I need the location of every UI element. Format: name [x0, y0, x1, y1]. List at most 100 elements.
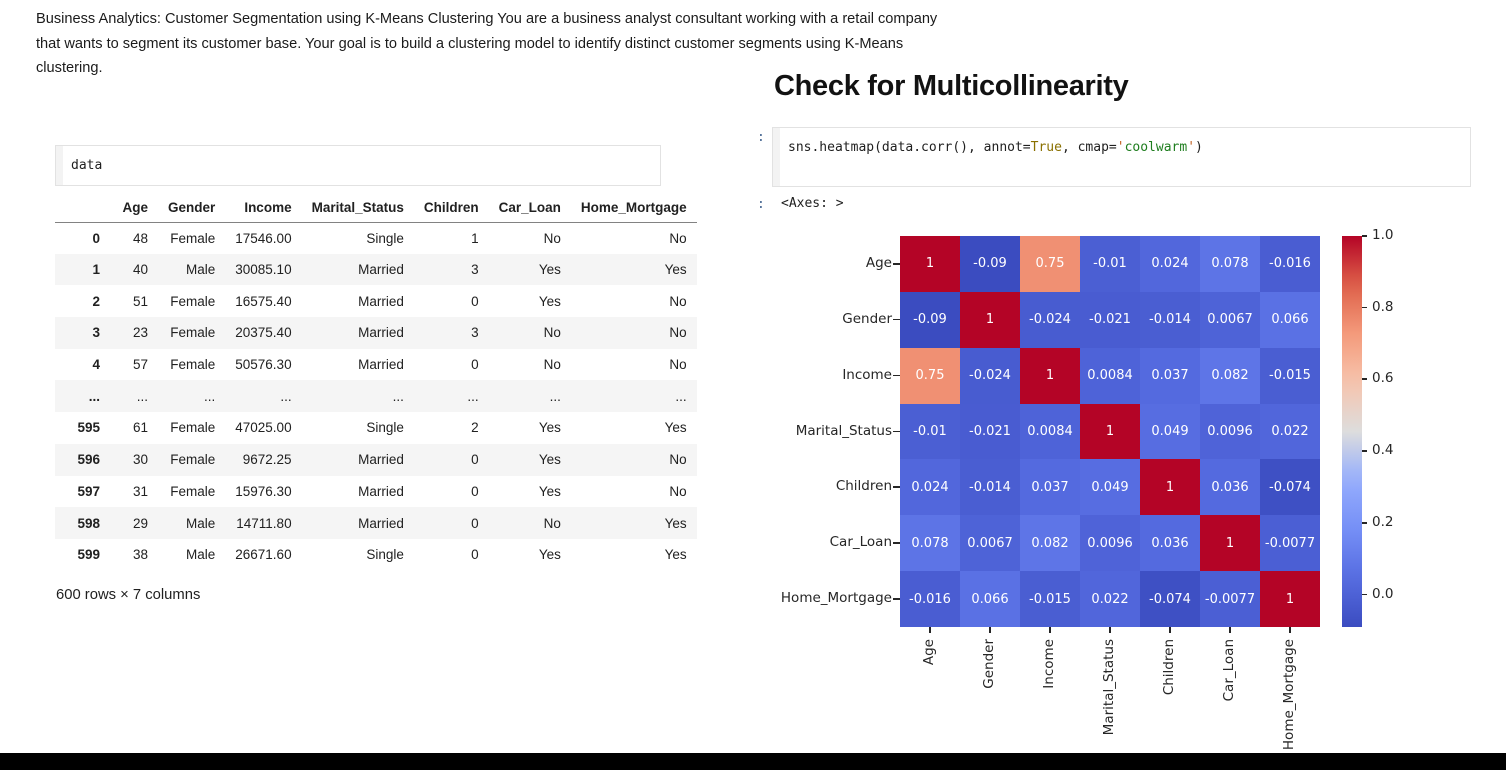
table-cell: Male	[186, 547, 216, 563]
table-cell: Married	[358, 515, 404, 531]
heatmap-cell: -0.0077	[1200, 571, 1260, 627]
y-tick-mark	[893, 318, 900, 321]
table-cell: 3	[471, 262, 479, 278]
table-row: 598 29 Male 14711.80 Married 0 No Yes	[55, 507, 697, 539]
code-cell-heatmap[interactable]: sns.heatmap(data.corr(), annot=True, cma…	[772, 127, 1471, 187]
heatmap-cell: 0.049	[1080, 459, 1140, 516]
table-cell: Yes	[538, 452, 561, 468]
table-cell: 16575.40	[235, 293, 292, 309]
table-cell: 0	[471, 452, 479, 468]
y-axis-label: Age	[865, 254, 892, 271]
y-tick-mark	[893, 598, 900, 600]
row-index: 595	[77, 420, 100, 436]
x-axis-label: Marital_Status	[1101, 639, 1117, 736]
row-index: 597	[77, 483, 100, 499]
code-input-data[interactable]: data	[71, 158, 103, 173]
table-row: ........................	[55, 380, 697, 413]
table-cell: Female	[170, 325, 216, 341]
heatmap-cell: 0.75	[900, 347, 960, 404]
table-cell: 23	[132, 325, 148, 341]
code-cell-data[interactable]: data	[55, 145, 661, 186]
y-tick-mark	[893, 262, 900, 265]
heatmap-cell: -0.09	[960, 236, 1020, 292]
table-cell: Female	[170, 230, 216, 246]
colorbar-tick-label: 0.8	[1372, 298, 1394, 315]
table-cell: 20375.40	[235, 325, 292, 341]
table-cell: 57	[132, 357, 148, 373]
heatmap-cell: -0.01	[1080, 236, 1140, 292]
output-prompt: :	[757, 197, 765, 212]
heatmap-colorbar	[1342, 236, 1362, 627]
heatmap-cell: 0.024	[1140, 236, 1200, 292]
table-row: 599 38 Male 26671.60 Single 0 Yes Yes	[55, 539, 697, 571]
x-tick-mark	[1109, 627, 1111, 633]
table-cell: Yes	[664, 420, 687, 436]
heatmap-cell: 0.0096	[1080, 515, 1140, 572]
heatmap-cell: -0.014	[960, 459, 1020, 516]
heatmap-cell: 0.082	[1020, 515, 1080, 572]
table-cell: Yes	[538, 483, 561, 499]
row-index: 3	[92, 325, 100, 341]
y-axis-label: Car_Loan	[829, 534, 892, 551]
table-cell: 61	[132, 420, 148, 436]
row-index: 596	[77, 452, 100, 468]
table-cell: 0	[471, 547, 479, 563]
row-index: 4	[92, 357, 100, 373]
x-axis-label: Income	[1041, 639, 1057, 689]
table-cell: 15976.30	[235, 483, 292, 499]
table-cell: 48	[132, 230, 148, 246]
y-tick-mark	[893, 430, 900, 433]
table-cell: Yes	[664, 262, 687, 278]
heatmap-cell: 1	[1140, 459, 1200, 516]
table-cell: No	[543, 515, 561, 531]
table-cell: ...	[280, 388, 292, 404]
heatmap-cell: 0.036	[1140, 515, 1200, 572]
column-header: Car_Loan	[488, 194, 571, 223]
table-row: 1 40 Male 30085.10 Married 3 Yes Yes	[55, 253, 697, 286]
table-cell: Married	[358, 483, 404, 499]
heatmap-cell: -0.014	[1140, 291, 1200, 348]
table-row: 597 31 Female 15976.30 Married 0 Yes No	[55, 476, 697, 508]
y-tick-mark	[893, 486, 900, 488]
heatmap-cell: 0.022	[1080, 571, 1140, 627]
code-token: True	[1030, 140, 1062, 155]
dataframe-shape-caption: 600 rows × 7 columns	[56, 587, 201, 603]
bottom-black-bar	[0, 753, 1506, 770]
table-cell: 38	[132, 547, 148, 563]
x-tick-mark	[1289, 627, 1291, 633]
heatmap-cell: -0.0077	[1260, 515, 1320, 572]
colorbar-tick-label: 0.6	[1372, 370, 1394, 387]
row-index: 2	[92, 293, 100, 309]
heatmap-cell: 0.0096	[1200, 403, 1260, 460]
colorbar-tick-mark	[1362, 450, 1367, 452]
table-cell: Yes	[538, 293, 561, 309]
x-axis-label: Gender	[981, 639, 997, 689]
code-token: '	[1187, 140, 1196, 155]
table-cell: 30085.10	[235, 262, 292, 278]
table-cell: Female	[170, 357, 216, 373]
y-axis-label: Marital_Status	[795, 422, 892, 439]
table-cell: 17546.00	[235, 230, 292, 246]
table-cell: 0	[471, 483, 479, 499]
heatmap-cell: 0.036	[1200, 459, 1260, 516]
colorbar-tick-mark	[1362, 593, 1367, 596]
table-cell: Male	[186, 515, 216, 531]
code-input-heatmap[interactable]: sns.heatmap(data.corr(), annot=True, cma…	[788, 140, 1203, 155]
y-axis-label: Income	[842, 366, 892, 383]
heatmap-cell: 1	[960, 291, 1020, 348]
table-cell: Female	[170, 293, 216, 309]
x-tick-mark	[1229, 627, 1231, 633]
table-cell: 0	[471, 515, 479, 531]
table-cell: 40	[132, 262, 148, 278]
heatmap-cell: 0.037	[1020, 459, 1080, 516]
table-cell: 14711.80	[236, 515, 292, 531]
table-cell: 50576.30	[235, 357, 292, 373]
table-header: Age Gender Income Marital_Status Children Car…	[55, 194, 697, 223]
table-cell: Yes	[538, 547, 561, 563]
colorbar-tick-mark	[1362, 521, 1367, 524]
heatmap-cell: 0.049	[1140, 403, 1200, 460]
table-cell: 31	[132, 483, 148, 499]
y-axis-label: Home_Mortgage	[780, 590, 892, 607]
x-axis-label: Children	[1161, 639, 1177, 696]
